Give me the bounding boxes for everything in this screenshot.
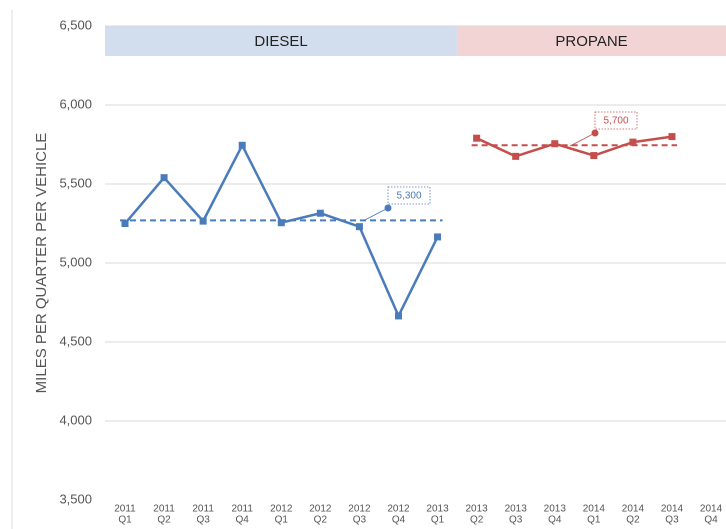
point-marker (316, 209, 324, 217)
x-tick-label: 2012 (270, 504, 293, 515)
callout-label: 5,300 (396, 191, 421, 202)
point-marker (668, 133, 676, 141)
y-tick-label: 6,500 (59, 17, 92, 32)
x-tick-label: Q2 (470, 515, 484, 526)
x-tick-label: Q1 (431, 515, 445, 526)
x-tick-label: 2014 (700, 504, 723, 515)
x-tick-label: Q3 (509, 515, 523, 526)
x-tick-label: 2013 (466, 504, 489, 515)
y-tick-label: 5,000 (59, 254, 92, 269)
callout-label: 5,700 (603, 116, 628, 127)
x-tick-label: Q1 (275, 515, 289, 526)
x-tick-label: 2013 (544, 504, 567, 515)
x-tick-label: Q4 (548, 515, 562, 526)
x-tick-label: 2011 (231, 504, 253, 515)
group-label: PROPANE (555, 33, 627, 50)
x-tick-label: 2013 (426, 504, 449, 515)
x-tick-label: 2014 (661, 504, 684, 515)
series-line (476, 135, 673, 158)
point-marker (551, 140, 559, 148)
x-tick-label: 2011 (114, 504, 136, 515)
callout-leader (362, 207, 389, 222)
x-tick-label: Q4 (236, 515, 250, 526)
group-label: DIESEL (254, 33, 307, 50)
x-tick-label: Q2 (314, 515, 328, 526)
callout-dot (591, 129, 599, 137)
y-axis-label: MILES PER QUARTER PER VEHICLE (33, 133, 50, 394)
point-marker (238, 141, 246, 149)
x-tick-label: Q2 (626, 515, 640, 526)
x-tick-label: 2012 (309, 504, 332, 515)
point-marker (629, 138, 637, 146)
callout-dot (384, 204, 392, 212)
point-marker (121, 220, 129, 227)
point-marker (160, 174, 168, 182)
group-band (457, 26, 726, 56)
x-tick-label: 2011 (153, 504, 175, 515)
y-tick-label: 5,500 (59, 175, 92, 190)
y-tick-label: 4,000 (59, 412, 92, 427)
x-tick-label: 2012 (387, 504, 410, 515)
y-tick-label: 3,500 (59, 491, 92, 506)
x-tick-label: Q1 (587, 515, 601, 526)
point-marker (473, 134, 481, 142)
callout-leader (569, 132, 596, 147)
x-tick-label: Q3 (353, 515, 367, 526)
series-line (124, 144, 439, 318)
callout-box (594, 111, 638, 130)
x-tick-label: 2014 (622, 504, 645, 515)
point-marker (512, 152, 520, 160)
x-tick-label: 2013 (505, 504, 528, 515)
point-marker (199, 217, 207, 225)
x-tick-label: Q3 (665, 515, 679, 526)
y-tick-label: 6,000 (59, 96, 92, 111)
y-tick-label: 4,500 (59, 333, 92, 348)
x-tick-label: Q3 (196, 515, 210, 526)
x-tick-label: Q1 (118, 515, 132, 526)
x-tick-label: 2014 (583, 504, 606, 515)
point-marker (434, 233, 442, 241)
point-marker (590, 152, 598, 160)
x-tick-label: 2011 (192, 504, 214, 515)
point-marker (355, 223, 363, 231)
callout-box (387, 186, 431, 205)
x-tick-label: Q4 (392, 515, 406, 526)
group-band (105, 26, 458, 56)
point-marker (394, 312, 402, 320)
x-tick-label: Q4 (704, 515, 718, 526)
x-tick-label: Q2 (157, 515, 171, 526)
x-tick-label: 2012 (348, 504, 371, 515)
point-marker (277, 219, 285, 227)
